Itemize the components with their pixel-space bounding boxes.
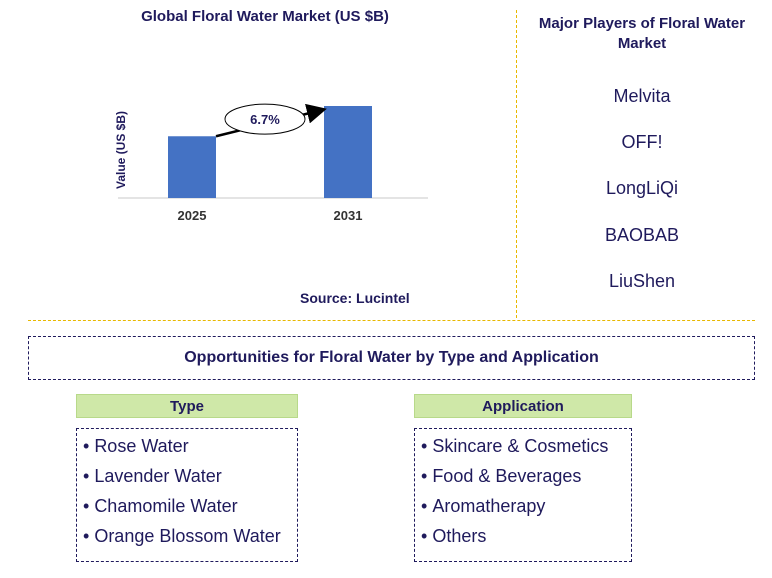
- bars-group: [168, 106, 372, 198]
- player-item: LiuShen: [608, 271, 676, 291]
- player-item: OFF!: [621, 132, 663, 152]
- chart-title: Global Floral Water Market (US $B): [141, 8, 389, 25]
- list-item: • Lavender Water: [83, 466, 222, 486]
- list-item: • Chamomile Water: [83, 496, 238, 516]
- player-item: BAOBAB: [604, 225, 680, 245]
- opportunities-title: Opportunities for Floral Water by Type a…: [28, 336, 755, 380]
- list-item: • Others: [421, 526, 487, 546]
- application-header: Application: [414, 394, 632, 418]
- type-header: Type: [76, 394, 298, 418]
- x-tick-labels: 2025 2031: [178, 208, 363, 223]
- list-item: • Aromatherapy: [421, 496, 546, 516]
- y-axis-label: Value (US $B): [114, 111, 128, 189]
- bar-2031: [324, 106, 372, 198]
- list-item: • Rose Water: [83, 436, 189, 456]
- x-tick-label: 2031: [334, 208, 363, 223]
- source-label: Source: Lucintel: [300, 290, 410, 306]
- cagr-bubble: [224, 103, 306, 135]
- list-item: • Skincare & Cosmetics: [421, 436, 609, 456]
- players-title: Major Players of Floral Water Market: [538, 15, 746, 52]
- application-list: • Skincare & Cosmetics • Food & Beverages …: [414, 428, 632, 562]
- player-item: Melvita: [613, 86, 671, 106]
- horizontal-divider: [28, 320, 755, 321]
- cagr-label: 6.7%: [250, 112, 280, 127]
- player-item: LongLiQi: [605, 178, 679, 198]
- bar-chart: Value (US $B) 2025 2031 6.7%: [114, 103, 428, 223]
- vertical-divider: [516, 10, 517, 318]
- type-list: • Rose Water • Lavender Water • Chamomile W…: [76, 428, 298, 562]
- list-item: • Orange Blossom Water: [83, 526, 281, 546]
- cagr-annotation: 6.7%: [215, 103, 327, 138]
- x-tick-label: 2025: [178, 208, 207, 223]
- bar-2025: [168, 136, 216, 198]
- list-item: • Food & Beverages: [421, 466, 582, 486]
